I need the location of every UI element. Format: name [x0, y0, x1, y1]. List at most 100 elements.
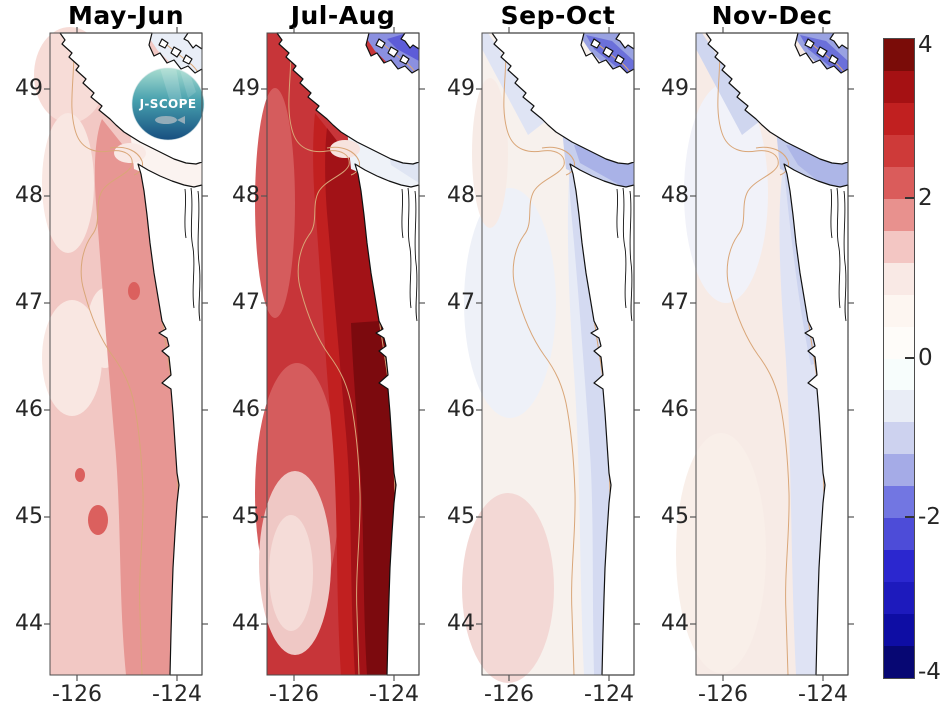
lat-label: 45: [661, 504, 689, 529]
lat-label: 44: [447, 611, 475, 636]
lat-label: 45: [232, 504, 260, 529]
nearshore-cool-strip: [569, 164, 609, 675]
lat-label: 44: [661, 611, 689, 636]
colorbar-label: 4: [918, 32, 933, 58]
colorbar-band: [884, 166, 914, 199]
lat-label: 45: [447, 504, 475, 529]
jscope-logo: J-SCOPE: [131, 67, 205, 141]
colorbar-band: [884, 262, 914, 295]
lat-label: 47: [15, 290, 43, 315]
logo-text: J-SCOPE: [139, 97, 197, 111]
colorbar: [883, 38, 915, 679]
lat-label: 47: [447, 290, 475, 315]
panel-title: Jul-Aug: [290, 1, 396, 30]
coastal-darkest-core: [351, 321, 396, 675]
anomaly-patch: [269, 515, 313, 631]
colorbar-band: [884, 550, 914, 583]
colorbar-band: [884, 582, 914, 615]
colorbar-label: 2: [918, 185, 933, 211]
panel-frame: [695, 32, 849, 676]
lon-label: -124: [798, 682, 848, 707]
colorbar-band: [884, 454, 914, 487]
lat-label: 46: [15, 397, 43, 422]
strait-mouth-patch: [114, 143, 146, 163]
colorbar-label: -4: [918, 659, 941, 685]
lon-label: -126: [52, 682, 102, 707]
vi-coast-cool-band: [696, 33, 760, 135]
lat-label: 46: [661, 397, 689, 422]
panel-frame: [481, 32, 635, 676]
colorbar-band: [884, 646, 914, 679]
lat-label: 47: [661, 290, 689, 315]
colorbar-band: [884, 358, 914, 391]
lat-label: 49: [232, 76, 260, 101]
colorbar-tick: [905, 357, 914, 359]
lat-label: 49: [447, 76, 475, 101]
colorbar-band: [884, 294, 914, 327]
map-jul-aug: [255, 26, 426, 682]
colorbar-tick: [905, 516, 914, 518]
lon-label: -124: [369, 682, 419, 707]
panel-title: Sep-Oct: [500, 1, 616, 30]
lat-label: 46: [447, 397, 475, 422]
lon-label: -126: [269, 682, 319, 707]
logo-fish-tail: [177, 116, 185, 124]
anomaly-patch: [684, 83, 768, 303]
logo-circle: [132, 68, 204, 140]
anomaly-spot: [75, 468, 85, 482]
lat-label: 49: [661, 76, 689, 101]
colorbar-band: [884, 614, 914, 647]
anomaly-patch: [472, 78, 508, 228]
anomaly-patch: [42, 300, 102, 416]
panel-title: Nov-Dec: [711, 1, 833, 30]
lat-label: 44: [15, 611, 43, 636]
anomaly-spot: [128, 282, 140, 300]
coastal-warm-band: [94, 119, 179, 675]
colorbar-band: [884, 230, 914, 263]
logo-sun-ray: [180, 70, 196, 98]
colorbar-band: [884, 422, 914, 455]
colorbar-band: [884, 70, 914, 103]
anomaly-patch: [42, 113, 94, 253]
colorbar-band: [884, 39, 914, 71]
lat-label: 48: [15, 183, 43, 208]
colorbar-band: [884, 198, 914, 231]
lon-label: -124: [152, 682, 202, 707]
colorbar-band: [884, 518, 914, 551]
lat-label: 47: [232, 290, 260, 315]
lon-label: -124: [584, 682, 634, 707]
panel-may-jun: May-Jun: [15, 0, 209, 720]
colorbar-tick: [905, 197, 914, 199]
lat-label: 46: [232, 397, 260, 422]
anomaly-patch: [255, 88, 295, 318]
anomaly-patch: [676, 433, 766, 673]
lat-label: 48: [232, 183, 260, 208]
lat-label: 48: [447, 183, 475, 208]
colorbar-label: -2: [918, 504, 941, 530]
logo-fish-icon: [155, 116, 177, 124]
panel-sep-oct: Sep-Oct 49 48 47 46 45: [447, 0, 641, 720]
anomaly-patch: [464, 188, 556, 418]
colorbar-band: [884, 486, 914, 519]
map-nov-dec: [676, 26, 855, 682]
panel-nov-dec: Nov-Dec 49 48 47 46 45 44: [661, 0, 855, 720]
logo-ring: [131, 67, 205, 141]
panel-frame: [266, 32, 420, 676]
colorbar-band: [884, 390, 914, 423]
vi-coast-cool-band: [482, 33, 546, 135]
lat-label: 48: [661, 183, 689, 208]
lon-label: -126: [698, 682, 748, 707]
lat-label: 45: [15, 504, 43, 529]
colorbar-band: [884, 326, 914, 359]
anomaly-spot: [88, 505, 108, 535]
panel-jul-aug: Jul-Aug 49 48 47: [232, 0, 426, 720]
anomaly-patch: [462, 493, 554, 683]
lat-label: 44: [232, 611, 260, 636]
map-sep-oct: [462, 26, 641, 683]
panel-title: May-Jun: [67, 1, 185, 30]
lat-label: 49: [15, 76, 43, 101]
lon-label: -126: [484, 682, 534, 707]
logo-sun-ray: [160, 68, 182, 102]
colorbar-band: [884, 134, 914, 167]
